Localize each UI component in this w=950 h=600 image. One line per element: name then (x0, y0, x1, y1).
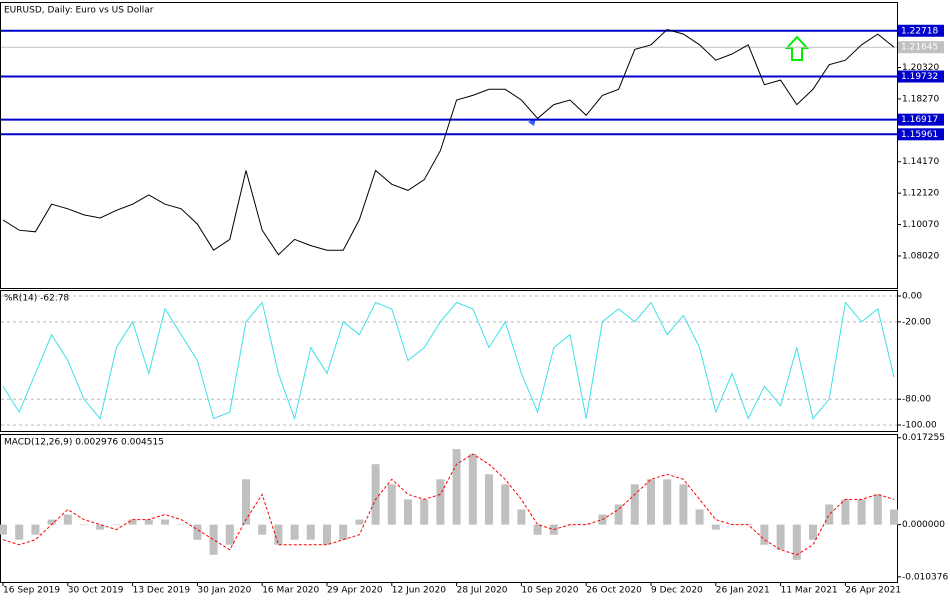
y-tick-label: 0.000000 (902, 520, 945, 530)
macd-bar (404, 499, 412, 525)
macd-bar (776, 524, 785, 550)
macd-bar (436, 479, 445, 525)
macd-bar (792, 524, 801, 560)
macd-bar (711, 524, 720, 530)
macd-bar (452, 449, 461, 525)
level-label: 1.22718 (901, 26, 938, 36)
x-tick-label: 26 Oct 2020 (586, 586, 642, 596)
macd-bar (517, 509, 526, 525)
macd-bar (193, 524, 202, 540)
macd-bar (630, 484, 639, 525)
macd-bar (112, 524, 121, 526)
macd-bar (63, 514, 72, 525)
macd-bar (258, 524, 267, 535)
panel-title: MACD(12,26,9) 0.002976 0.004515 (4, 438, 164, 448)
x-tick-label: 28 Jul 2020 (457, 586, 508, 596)
y-tick-label: 1.12120 (902, 189, 939, 199)
macd-bar (225, 524, 234, 545)
macd-bar (468, 454, 477, 525)
y-tick-label: 1.14170 (902, 157, 939, 167)
up-arrow (784, 35, 810, 61)
level-tag (898, 41, 944, 54)
macd-bar (47, 519, 56, 525)
price-line (2, 28, 895, 256)
x-tick-label: 16 Mar 2020 (262, 586, 319, 596)
macd-bar (31, 524, 40, 535)
macd-bar (355, 519, 364, 525)
wpr-panel (0, 290, 898, 432)
macd-bar (485, 474, 493, 525)
level-tag (898, 128, 944, 141)
panel-title: EURUSD, Daily: Euro vs US Dollar (4, 6, 154, 16)
x-tick-label: 9 Dec 2020 (651, 586, 703, 596)
x-tick-label: 29 Apr 2020 (327, 586, 383, 596)
x-tick-label: 11 Mar 2021 (781, 586, 838, 596)
x-tick-label: 13 Dec 2019 (133, 586, 191, 596)
macd-bar (339, 524, 348, 540)
x-tick-label: 16 Sep 2019 (3, 586, 60, 596)
price-panel (0, 2, 898, 289)
macd-bar (760, 524, 769, 545)
macd-bar (809, 524, 817, 540)
macd-bar (873, 494, 882, 525)
signal-line (2, 453, 895, 556)
level-tag (898, 24, 944, 37)
macd-bar (144, 519, 153, 525)
macd-bar (96, 524, 105, 530)
macd-bar (582, 524, 591, 526)
y-tick-label: 1.20320 (902, 63, 939, 73)
macd-bar (825, 504, 834, 525)
macd-bar (890, 509, 898, 525)
macd-bar (161, 519, 169, 525)
macd-bar (242, 479, 250, 525)
level-label: 1.15961 (901, 130, 938, 140)
y-tick-label: 1.08020 (902, 251, 939, 261)
macd-bar (306, 524, 315, 540)
macd-bar (420, 499, 429, 525)
macd-bar (128, 519, 137, 525)
macd-bar (533, 524, 542, 535)
x-tick-label: 12 Jun 2020 (392, 586, 446, 596)
y-tick-label: 0.017255 (902, 433, 945, 443)
y-tick-label: 1.18270 (902, 94, 939, 104)
y-tick-label: 1.10070 (902, 220, 939, 230)
macd-bar (80, 524, 88, 526)
x-tick-label: 30 Oct 2019 (68, 586, 124, 596)
macd-bar (647, 479, 655, 525)
macd-bar (371, 464, 380, 525)
macd-panel (0, 434, 898, 583)
macd-bar (501, 484, 510, 525)
level-label: 1.19732 (901, 72, 938, 82)
macd-bar (679, 484, 688, 525)
y-tick-label: 0.00 (902, 292, 922, 302)
x-tick-label: 10 Sep 2020 (521, 586, 578, 596)
level-label: 1.16917 (901, 115, 938, 125)
macd-bar (290, 524, 299, 540)
macd-bar (177, 524, 186, 526)
panel-title: %R(14) -62.78 (4, 294, 69, 304)
x-tick-label: 26 Jan 2021 (716, 586, 770, 596)
macd-bar (15, 524, 24, 540)
macd-bar (387, 484, 396, 525)
y-tick-label: -100.00 (902, 421, 937, 431)
level-tag (898, 70, 944, 83)
macd-bar (857, 499, 866, 525)
macd-bar (695, 509, 704, 525)
level-tag (898, 113, 944, 126)
macd-bar (841, 499, 850, 525)
price-line (2, 301, 895, 421)
macd-bar (614, 504, 623, 525)
x-tick-label: 30 Jan 2020 (197, 586, 251, 596)
macd-bar (0, 524, 7, 535)
y-tick-label: -0.010376 (902, 572, 948, 582)
x-tick-label: 26 Apr 2021 (845, 586, 901, 596)
macd-bar (209, 524, 218, 555)
level-label: 1.21645 (901, 43, 938, 53)
y-tick-label: -80.00 (902, 395, 931, 405)
y-tick-label: -20.00 (902, 317, 931, 327)
macd-bar (323, 524, 331, 545)
macd-bar (663, 479, 672, 525)
macd-bar (274, 524, 283, 545)
